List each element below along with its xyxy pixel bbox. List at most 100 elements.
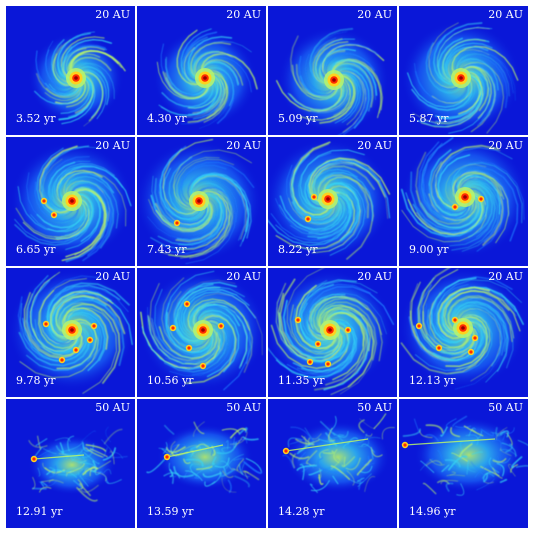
scale-bar-label: 20 AU	[226, 139, 261, 152]
spiral-filaments	[268, 141, 391, 260]
fragment-clump	[304, 215, 312, 223]
density-map	[399, 137, 528, 266]
time-label: 9.00 yr	[409, 243, 449, 256]
fragment-clump	[306, 358, 314, 366]
snapshot-panel: 50 AU 14.28 yr	[268, 399, 397, 528]
spiral-filaments	[407, 22, 519, 134]
central-protostar	[455, 187, 475, 207]
density-map	[399, 268, 528, 397]
central-protostar	[324, 70, 344, 90]
time-label: 7.43 yr	[147, 243, 187, 256]
spiral-filaments	[14, 145, 132, 263]
fragment-clump	[58, 356, 66, 364]
snapshot-panel: 20 AU 11.35 yr	[268, 268, 397, 397]
scale-bar-label: 20 AU	[357, 270, 392, 283]
fragment-clump	[90, 322, 98, 330]
fragment-clump	[183, 300, 191, 308]
fragment-clump	[471, 334, 479, 342]
snapshot-panel: 20 AU 5.09 yr	[268, 6, 397, 135]
scale-bar-label: 20 AU	[488, 8, 523, 21]
fragment-clump	[435, 344, 443, 352]
density-map	[137, 268, 266, 397]
fragment-clump	[217, 322, 225, 330]
scale-bar-label: 20 AU	[488, 270, 523, 283]
time-label: 6.65 yr	[16, 243, 56, 256]
density-map	[399, 6, 528, 135]
fragment-clump	[314, 340, 322, 348]
spiral-filaments	[400, 268, 524, 390]
scale-bar-label: 50 AU	[357, 401, 392, 414]
scale-bar-label: 20 AU	[357, 8, 392, 21]
snapshot-panel: 20 AU 6.65 yr	[6, 137, 135, 266]
time-label: 9.78 yr	[16, 374, 56, 387]
central-protostar	[453, 318, 473, 338]
snapshot-panel: 20 AU 12.13 yr	[399, 268, 528, 397]
snapshot-panel: 20 AU 9.00 yr	[399, 137, 528, 266]
scale-bar-label: 20 AU	[357, 139, 392, 152]
snapshot-panel: 20 AU 3.52 yr	[6, 6, 135, 135]
density-map	[268, 137, 397, 266]
snapshot-panel: 20 AU 9.78 yr	[6, 268, 135, 397]
central-protostar	[193, 320, 213, 340]
fragment-clump	[282, 447, 290, 455]
central-protostar	[66, 68, 86, 88]
fragment-clump	[185, 344, 193, 352]
central-protostar	[195, 68, 215, 88]
time-label: 13.59 yr	[147, 505, 194, 518]
time-label: 11.35 yr	[278, 374, 325, 387]
snapshot-panel: 20 AU 7.43 yr	[137, 137, 266, 266]
fragment-clump	[451, 316, 459, 324]
density-map	[6, 399, 135, 528]
gas-disc	[28, 435, 116, 495]
snapshot-panel: 20 AU 8.22 yr	[268, 137, 397, 266]
fragment-clump	[477, 195, 485, 203]
time-label: 8.22 yr	[278, 243, 318, 256]
fragment-clump	[173, 219, 181, 227]
spiral-filaments	[146, 421, 263, 494]
density-map	[137, 137, 266, 266]
spiral-filaments	[140, 270, 263, 391]
fragment-clump	[415, 322, 423, 330]
spiral-filaments	[402, 415, 528, 496]
fragment-clump	[30, 455, 38, 463]
fragment-clump	[294, 316, 302, 324]
central-protostar	[451, 68, 471, 88]
density-map	[268, 399, 397, 528]
snapshot-panel: 50 AU 14.96 yr	[399, 399, 528, 528]
time-label: 3.52 yr	[16, 112, 56, 125]
time-label: 14.96 yr	[409, 505, 456, 518]
fragment-clump	[169, 324, 177, 332]
time-label: 5.09 yr	[278, 112, 318, 125]
central-protostar	[320, 320, 340, 340]
central-protostar	[62, 191, 82, 211]
fragment-clump	[324, 360, 332, 368]
density-map	[399, 399, 528, 528]
density-map	[6, 268, 135, 397]
density-map	[6, 6, 135, 135]
central-protostar	[318, 189, 338, 209]
scale-bar-label: 20 AU	[226, 8, 261, 21]
density-map	[268, 6, 397, 135]
density-map	[137, 6, 266, 135]
central-protostar	[189, 191, 209, 211]
snapshot-panel: 20 AU 10.56 yr	[137, 268, 266, 397]
fragment-clump	[344, 326, 352, 334]
spiral-filaments	[400, 137, 525, 252]
scale-bar-label: 50 AU	[226, 401, 261, 414]
time-label: 12.91 yr	[16, 505, 63, 518]
scale-bar-label: 20 AU	[488, 139, 523, 152]
fragment-clump	[451, 203, 459, 211]
time-label: 4.30 yr	[147, 112, 187, 125]
fragment-clump	[163, 453, 171, 461]
spiral-filaments	[28, 426, 128, 502]
scale-bar-label: 20 AU	[95, 139, 130, 152]
snapshot-panel: 50 AU 13.59 yr	[137, 399, 266, 528]
scale-bar-label: 20 AU	[95, 8, 130, 21]
time-label: 12.13 yr	[409, 374, 456, 387]
fragment-clump	[401, 441, 409, 449]
fragment-clump	[72, 346, 80, 354]
density-map	[6, 137, 135, 266]
tidal-streak	[33, 454, 85, 460]
snapshot-panel: 50 AU 12.91 yr	[6, 399, 135, 528]
time-label: 10.56 yr	[147, 374, 194, 387]
